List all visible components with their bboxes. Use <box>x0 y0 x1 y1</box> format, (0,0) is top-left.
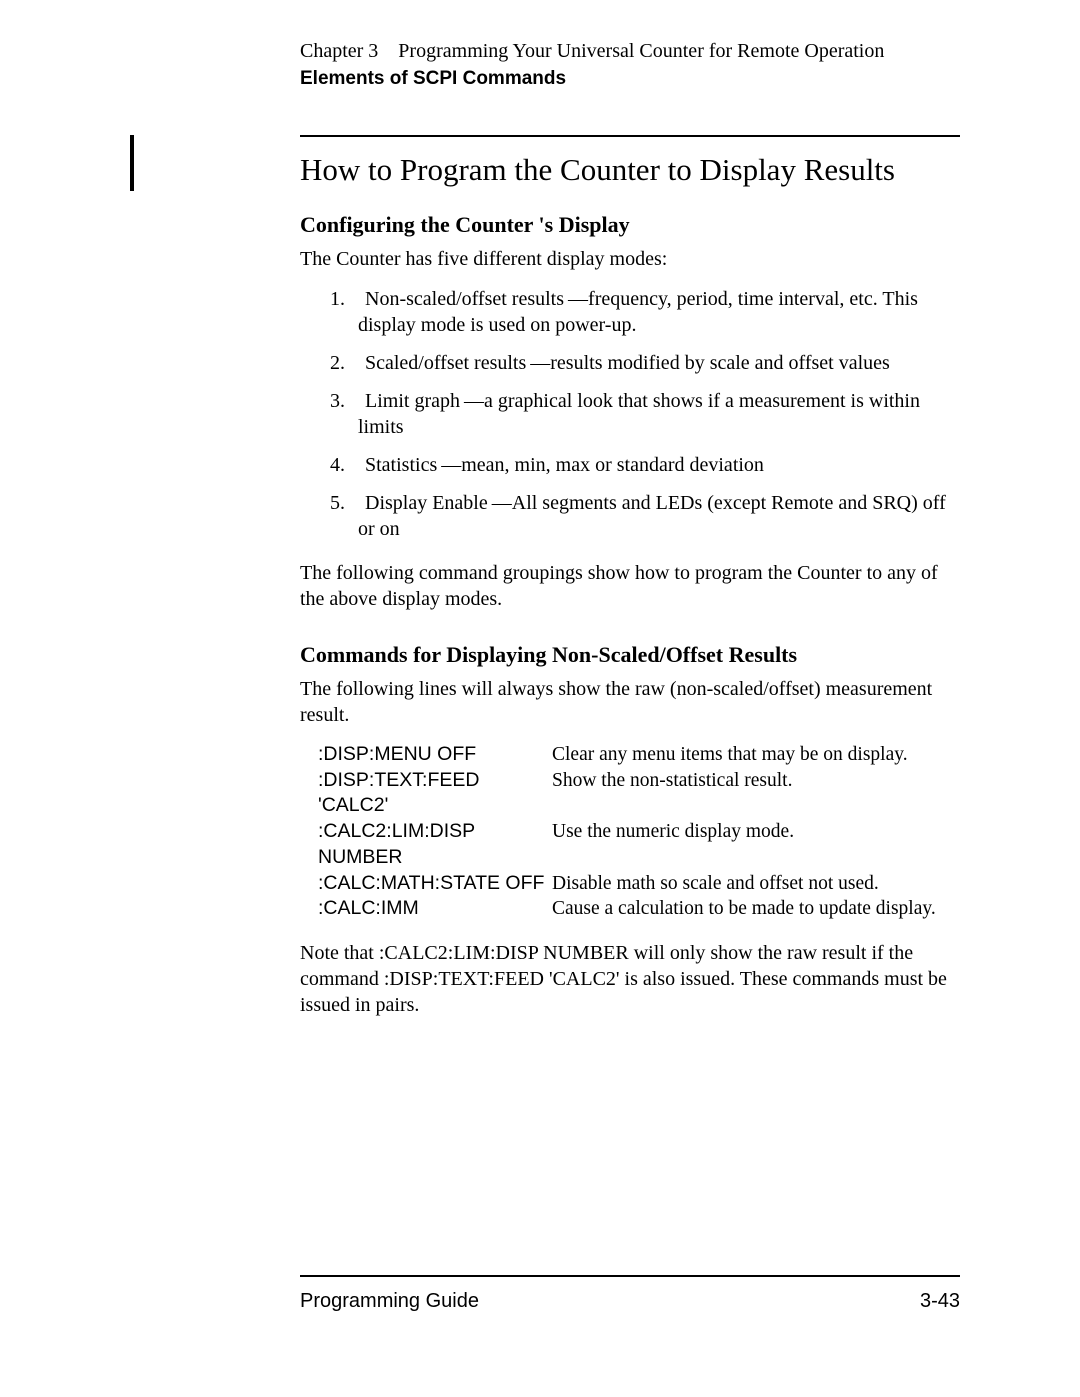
command-table: :DISP:MENU OFF Clear any menu items that… <box>300 742 960 922</box>
command-code: :DISP:MENU OFF <box>300 742 552 768</box>
section2-note: Note that :CALC2:LIM:DISP NUMBER will on… <box>300 940 960 1018</box>
command-row: :CALC:MATH:STATE OFF Disable math so sca… <box>300 871 960 897</box>
list-item: 5. Display Enable —All segments and LEDs… <box>330 490 960 542</box>
command-desc: Show the non-statistical result. <box>552 768 960 819</box>
section1-heading: Configuring the Counter 's Display <box>300 212 960 238</box>
page: Chapter 3 Programming Your Universal Cou… <box>0 0 1080 1397</box>
page-footer: Programming Guide 3-43 <box>300 1290 960 1313</box>
list-item: 1. Non-scaled/offset results —frequency,… <box>330 286 960 338</box>
command-row: :CALC:IMM Cause a calculation to be made… <box>300 896 960 922</box>
command-code: :CALC:MATH:STATE OFF <box>300 871 552 897</box>
list-item: 3. Limit graph —a graphical look that sh… <box>330 388 960 440</box>
page-header: Chapter 3 Programming Your Universal Cou… <box>300 38 960 90</box>
command-desc: Clear any menu items that may be on disp… <box>552 742 960 768</box>
command-desc: Use the numeric display mode. <box>552 819 960 870</box>
list-item: 2. Scaled/offset results —results modifi… <box>330 350 960 376</box>
section1-para2: The following command groupings show how… <box>300 560 960 612</box>
section2-intro: The following lines will always show the… <box>300 676 960 728</box>
display-modes-list: 1. Non-scaled/offset results —frequency,… <box>300 286 960 542</box>
command-desc: Disable math so scale and offset not use… <box>552 871 960 897</box>
command-row: :DISP:TEXT:FEED 'CALC2' Show the non-sta… <box>300 768 960 819</box>
section1-intro: The Counter has five different display m… <box>300 246 960 272</box>
section2-heading: Commands for Displaying Non-Scaled/Offse… <box>300 642 960 668</box>
content-area: How to Program the Counter to Display Re… <box>300 152 960 1032</box>
command-row: :CALC2:LIM:DISP NUMBER Use the numeric d… <box>300 819 960 870</box>
command-code: :CALC2:LIM:DISP NUMBER <box>300 819 552 870</box>
page-title: How to Program the Counter to Display Re… <box>300 152 960 188</box>
command-code: :DISP:TEXT:FEED 'CALC2' <box>300 768 552 819</box>
list-item: 4. Statistics —mean, min, max or standar… <box>330 452 960 478</box>
command-row: :DISP:MENU OFF Clear any menu items that… <box>300 742 960 768</box>
left-sidebar-mark <box>130 135 134 191</box>
chapter-line: Chapter 3 Programming Your Universal Cou… <box>300 38 960 64</box>
footer-left: Programming Guide <box>300 1290 479 1313</box>
subheader: Elements of SCPI Commands <box>300 68 960 90</box>
top-horizontal-rule <box>300 135 960 137</box>
command-desc: Cause a calculation to be made to update… <box>552 896 960 922</box>
command-code: :CALC:IMM <box>300 896 552 922</box>
bottom-horizontal-rule <box>300 1275 960 1277</box>
footer-right: 3-43 <box>920 1290 960 1313</box>
